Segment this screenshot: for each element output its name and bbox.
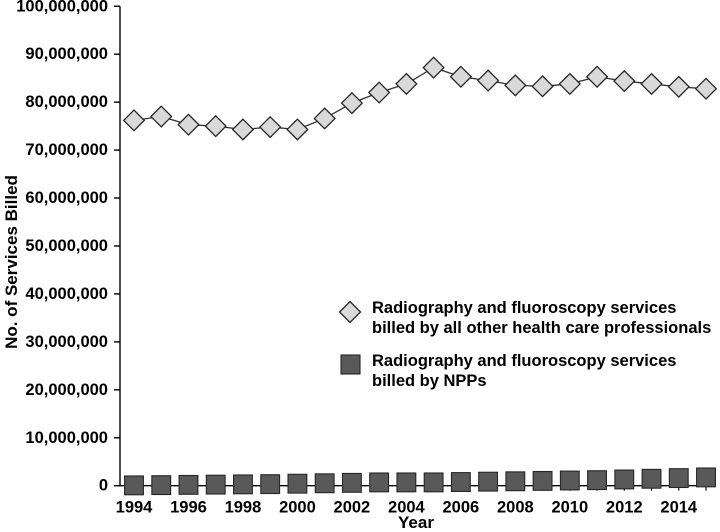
svg-text:2000: 2000 [279, 499, 316, 517]
svg-text:2002: 2002 [334, 499, 371, 517]
svg-text:60,000,000: 60,000,000 [25, 189, 108, 207]
svg-text:90,000,000: 90,000,000 [25, 45, 108, 63]
svg-text:Year: Year [398, 513, 434, 532]
svg-text:30,000,000: 30,000,000 [25, 333, 108, 351]
svg-text:10,000,000: 10,000,000 [25, 429, 108, 447]
svg-text:1994: 1994 [116, 499, 154, 517]
svg-text:2008: 2008 [497, 499, 534, 517]
svg-text:80,000,000: 80,000,000 [25, 93, 108, 111]
svg-text:2010: 2010 [551, 499, 588, 517]
svg-text:20,000,000: 20,000,000 [25, 381, 108, 399]
svg-text:100,000,000: 100,000,000 [16, 0, 108, 15]
svg-text:2014: 2014 [660, 499, 698, 517]
svg-text:70,000,000: 70,000,000 [25, 141, 108, 159]
svg-text:50,000,000: 50,000,000 [25, 237, 108, 255]
svg-text:2012: 2012 [606, 499, 643, 517]
svg-text:1998: 1998 [225, 499, 262, 517]
svg-text:2006: 2006 [442, 499, 479, 517]
svg-text:1996: 1996 [170, 499, 207, 517]
svg-text:0: 0 [99, 477, 108, 495]
svg-text:40,000,000: 40,000,000 [25, 285, 108, 303]
